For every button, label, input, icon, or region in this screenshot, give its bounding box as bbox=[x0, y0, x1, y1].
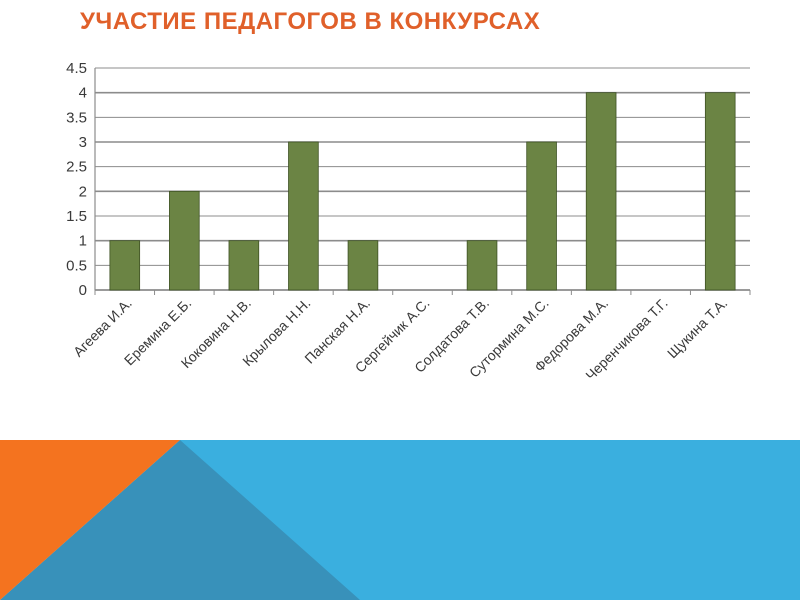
y-tick-label: 1 bbox=[79, 233, 87, 250]
y-tick-label: 3.5 bbox=[66, 109, 87, 126]
y-tick-label: 2 bbox=[79, 183, 87, 200]
y-tick-label: 1.5 bbox=[66, 208, 87, 225]
bar bbox=[526, 141, 557, 291]
y-tick-label: 0.5 bbox=[66, 257, 87, 274]
y-tick-label: 4.5 bbox=[66, 60, 87, 77]
x-tick-label: Щукина Т.А. bbox=[664, 295, 730, 361]
y-tick-label: 4 bbox=[79, 85, 87, 102]
bar bbox=[169, 190, 200, 291]
bar bbox=[585, 92, 617, 291]
x-tick-label: Агеева И.А. bbox=[70, 295, 135, 360]
decor-orange-triangle bbox=[0, 440, 180, 600]
bar bbox=[704, 92, 736, 291]
bar bbox=[228, 240, 260, 291]
bar bbox=[347, 240, 379, 291]
y-tick-label: 2.5 bbox=[66, 159, 87, 176]
bar bbox=[109, 240, 141, 291]
decor-blue-band bbox=[0, 440, 800, 600]
y-tick-label: 0 bbox=[79, 282, 87, 299]
bar bbox=[288, 141, 319, 291]
y-tick-label: 3 bbox=[79, 134, 87, 151]
bar bbox=[466, 240, 498, 291]
slide-title: УЧАСТИЕ ПЕДАГОГОВ В КОНКУРСАХ bbox=[80, 8, 541, 35]
decor-dark-triangle bbox=[0, 440, 360, 600]
